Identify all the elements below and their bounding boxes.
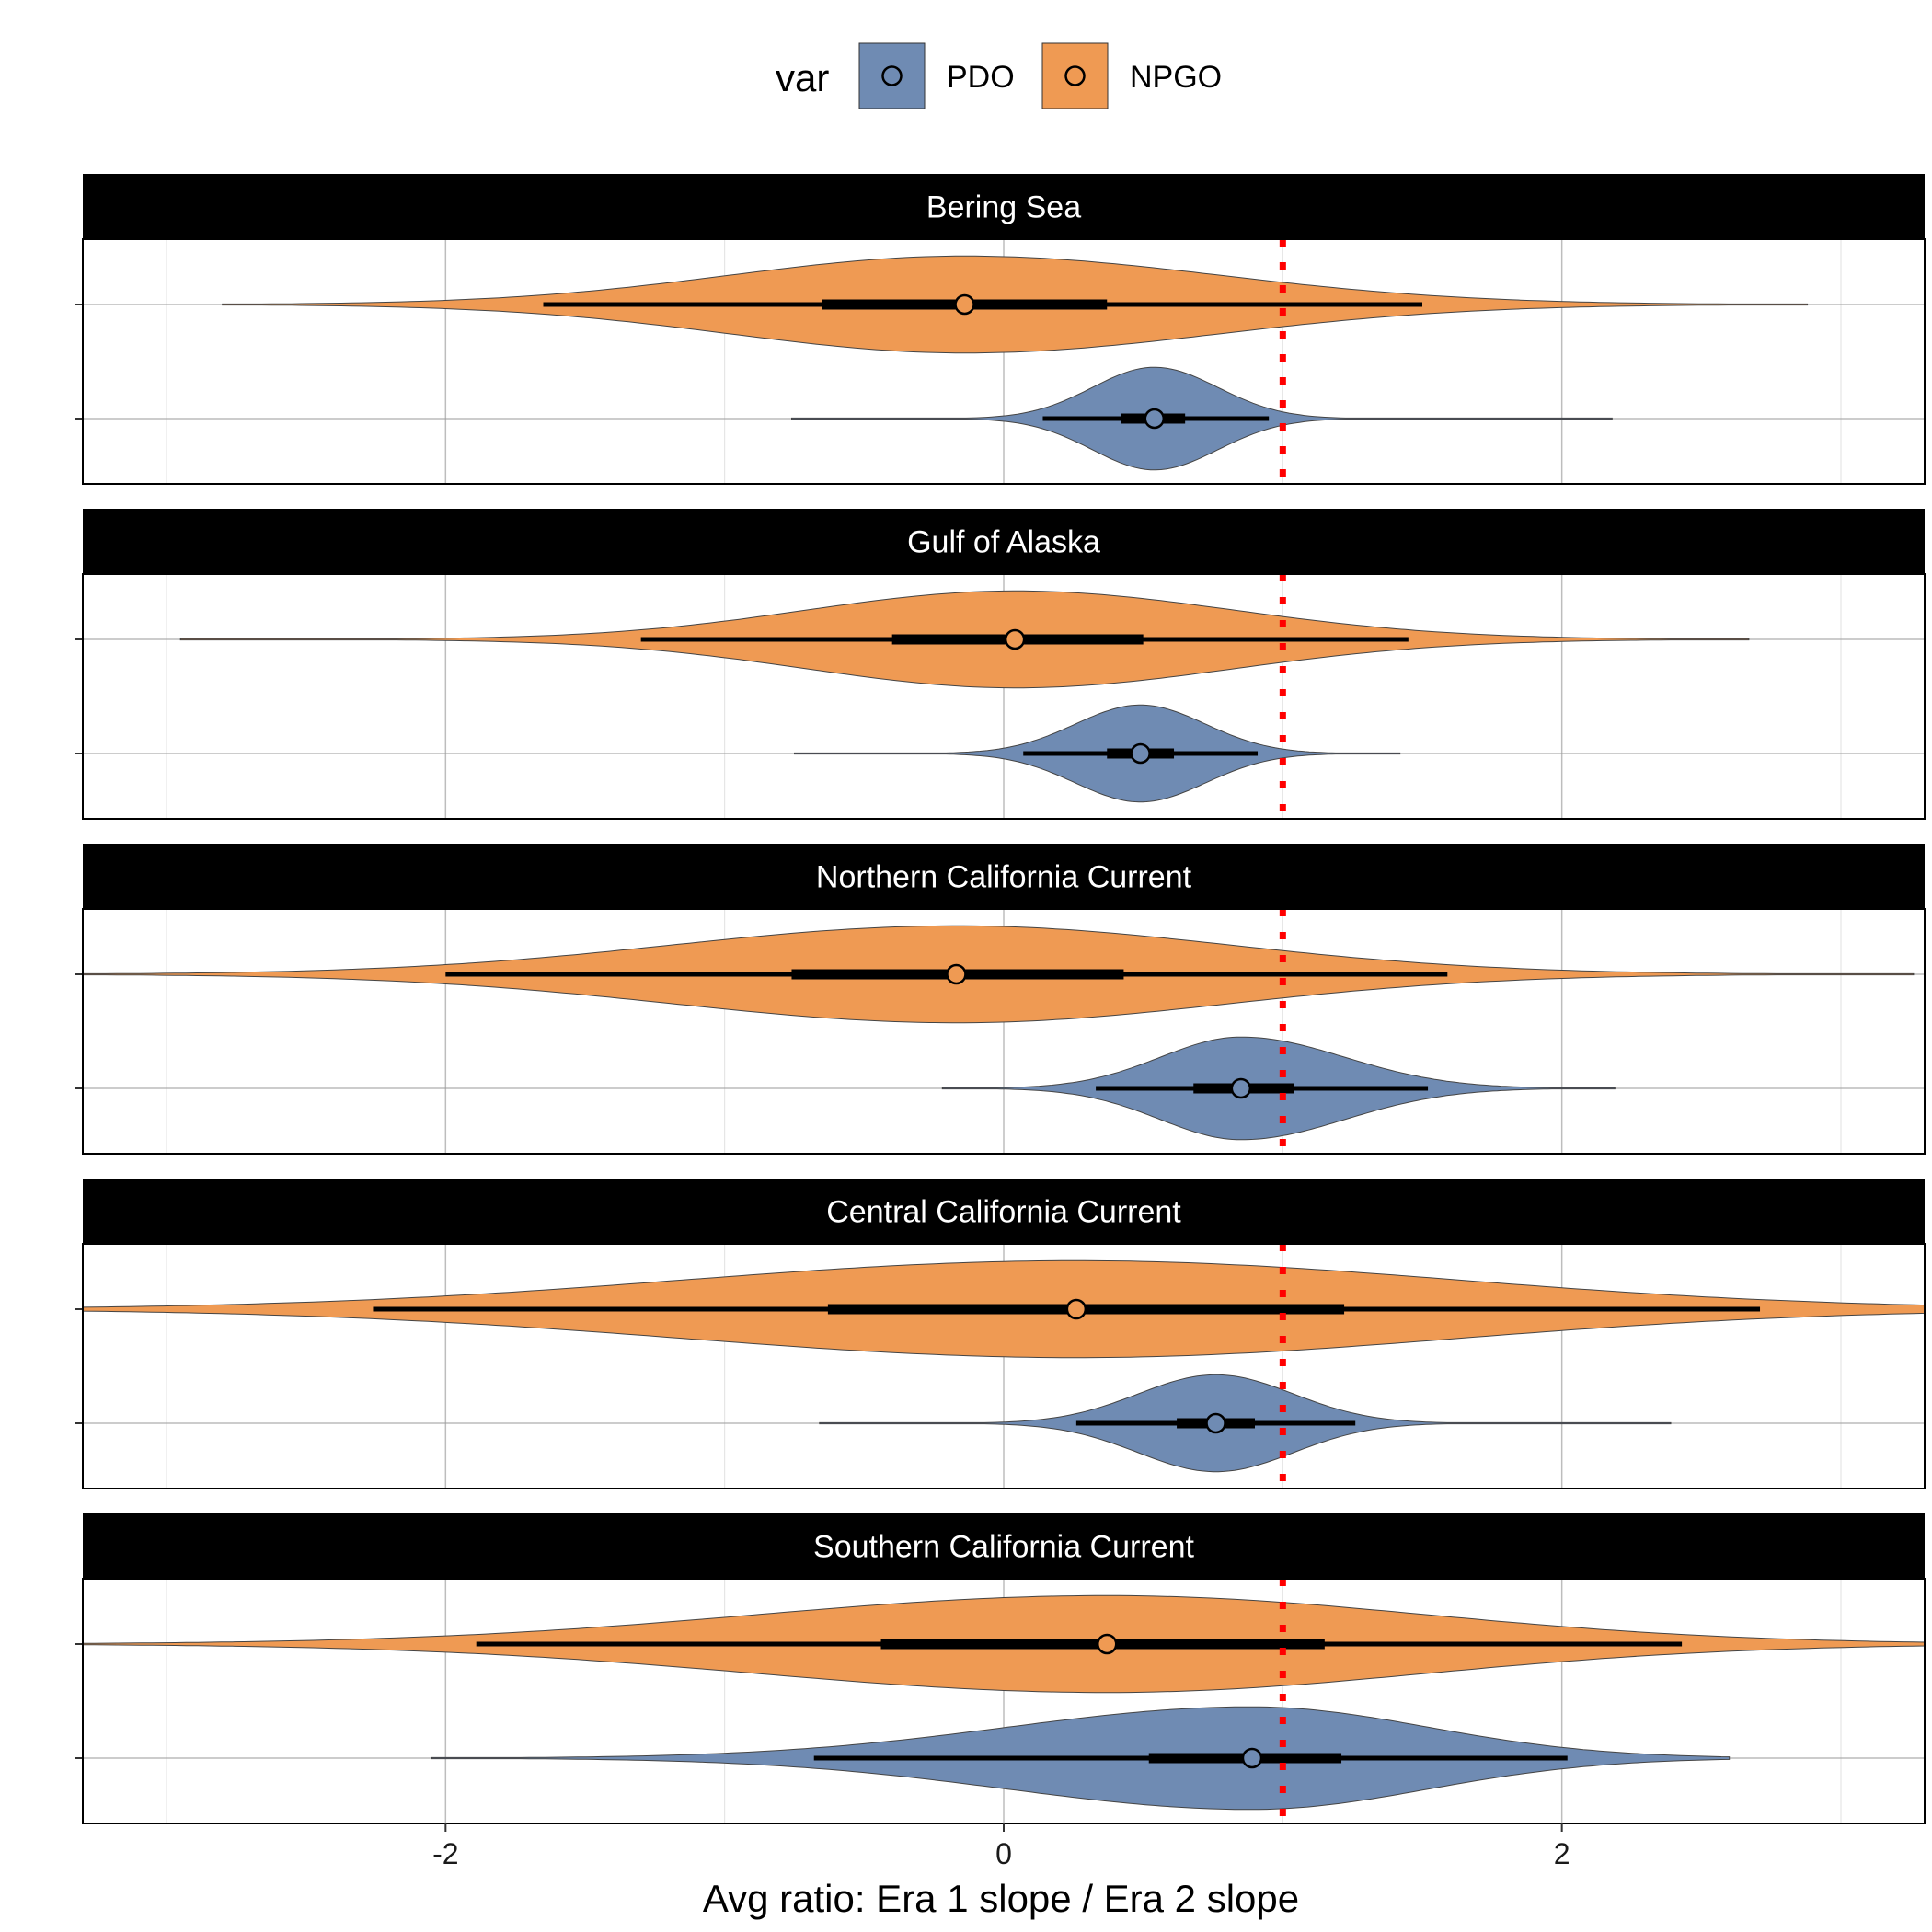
legend-point-pdo [881,65,903,86]
legend-label-pdo: PDO [947,60,1015,95]
x-tick-label: -2 [432,1837,458,1870]
panel-border [82,573,1926,820]
legend: var PDO NPGO [776,42,1222,109]
panel-title: Central California Current [826,1195,1181,1230]
x-tick-label: 0 [995,1837,1012,1870]
median-point-pdo [1205,1412,1226,1434]
median-point-npgo [954,293,975,316]
violin-pdo [941,1036,1616,1141]
panel-strip [83,844,1925,909]
legend-point-npgo [1064,65,1086,86]
panel-strip [83,1513,1925,1579]
panel-southern-california-current: Southern California Current [75,1513,1926,1824]
median-point-pdo [1241,1747,1263,1769]
panel-northern-california-current: Northern California Current [75,844,1926,1155]
violin-pdo [791,366,1613,471]
violin-pdo [819,1374,1672,1473]
violin-npgo [222,255,1809,354]
median-point-npgo [1065,1298,1087,1320]
panel-title: Gulf of Alaska [907,525,1100,560]
panel-central-california-current: Central California Current [75,1179,1926,1489]
legend-item-pdo: PDO [858,42,1015,109]
violin-pdo [431,1706,1731,1811]
violin-npgo [82,925,1915,1024]
panel-title: Southern California Current [813,1530,1194,1565]
panel-border [82,1243,1926,1489]
legend-label-npgo: NPGO [1130,60,1222,95]
panel-strip [83,1179,1925,1244]
facet-panels: Bering Sea Gulf of Alaska Northern Califor… [75,174,1926,1824]
median-point-npgo [1004,628,1026,650]
panel-strip [83,509,1925,574]
violin-pdo [794,704,1401,803]
x-axis: -2 0 2 [432,1823,1570,1870]
violin-npgo [179,590,1750,689]
median-point-pdo [1144,408,1166,430]
median-point-pdo [1130,742,1151,765]
panel-bering-sea: Bering Sea [75,174,1926,485]
panel-strip [83,174,1925,239]
panel-border [82,238,1926,485]
x-axis-title: Avg ratio: Era 1 slope / Era 2 slope [703,1877,1299,1920]
panel-title: Bering Sea [926,190,1081,225]
panel-gulf-of-alaska: Gulf of Alaska [75,509,1926,820]
legend-title: var [776,56,829,99]
x-tick-label: 2 [1554,1837,1570,1870]
median-point-npgo [946,963,967,985]
panel-border [82,908,1926,1155]
panel-title: Northern California Current [816,860,1192,895]
legend-item-npgo: NPGO [1041,42,1222,109]
median-point-npgo [1096,1633,1118,1655]
median-point-pdo [1230,1077,1252,1099]
